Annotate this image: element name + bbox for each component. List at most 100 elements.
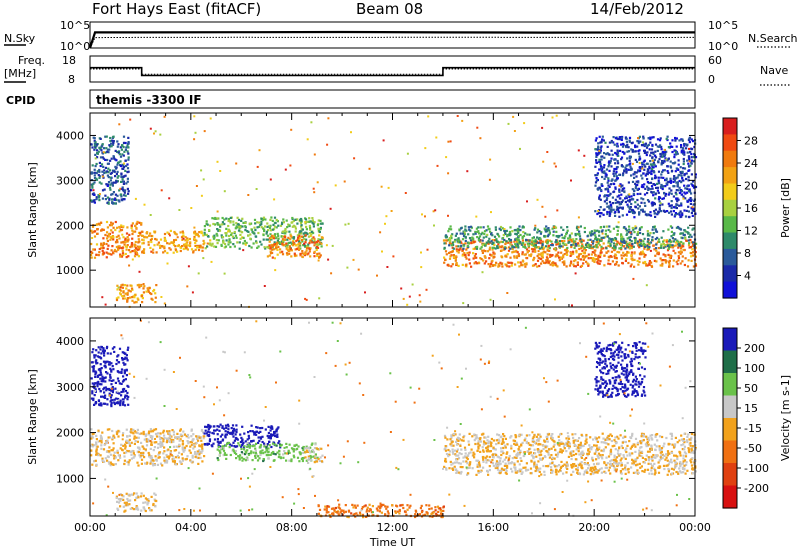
- power-gate-3: [304, 234, 307, 237]
- power-gate-3: [320, 242, 323, 245]
- power-gate-8: [680, 215, 683, 218]
- velocity-gate-3: [274, 443, 277, 446]
- power-gate-0: [105, 256, 108, 259]
- power-gate-4: [141, 301, 144, 304]
- velocity-gate-0: [119, 456, 122, 459]
- velocity-gate-0: [135, 436, 138, 439]
- velocity-gate-1: [107, 363, 111, 366]
- power-gate-6: [548, 231, 551, 234]
- velocity-gate-4: [307, 461, 310, 464]
- velocity-gate-0: [128, 442, 132, 446]
- velocity-gate-3: [247, 443, 250, 447]
- power-gate-8: [659, 186, 662, 189]
- power-gate-8: [630, 208, 634, 211]
- velocity-gate-3: [262, 458, 265, 461]
- velocity-gate-1: [110, 389, 113, 392]
- power-gate-6: [502, 234, 505, 237]
- power-gate-8: [596, 212, 599, 216]
- power-gate-7: [118, 189, 121, 192]
- power-gate-2: [319, 228, 322, 231]
- velocity-gate-2: [269, 426, 273, 429]
- power-gate-1: [172, 243, 176, 247]
- power-gate-8: [658, 158, 661, 161]
- power-gate-1: [201, 246, 204, 249]
- power-gate-5: [549, 255, 552, 258]
- power-gate-2: [297, 240, 301, 243]
- power-gate-7: [93, 174, 96, 177]
- velocity-gate-0: [129, 450, 132, 454]
- velocity-gate-2: [224, 430, 227, 433]
- power-gate-7: [116, 145, 119, 148]
- velocity-gate-1: [103, 350, 106, 353]
- velocity-gate-2: [257, 436, 260, 439]
- power-gate-5: [625, 257, 628, 261]
- power-noise-gate: [432, 210, 435, 213]
- power-gate-8: [605, 202, 608, 205]
- velocity-gate-2: [273, 432, 276, 435]
- velocity-gate-2: [228, 431, 231, 434]
- power-gate-2: [292, 237, 295, 240]
- power-gate-8: [689, 199, 693, 202]
- power-gate-6: [453, 240, 456, 243]
- velocity-gate-1: [113, 402, 117, 406]
- power-gate-8: [634, 158, 637, 161]
- velocity-gate-3: [275, 444, 278, 447]
- power-gate-5: [556, 265, 559, 268]
- power-gate-3: [272, 235, 275, 238]
- power-gate-7: [101, 144, 104, 147]
- velocity-gate-0: [133, 455, 136, 458]
- velocity-gate-0: [193, 452, 197, 455]
- velocity-gate-2: [259, 427, 262, 430]
- power-gate-8: [627, 205, 630, 208]
- velocity-gate-1: [99, 377, 102, 380]
- power-gate-8: [670, 200, 673, 203]
- power-gate-6: [445, 235, 448, 238]
- velocity-gate-1: [110, 399, 113, 402]
- power-gate-2: [310, 237, 314, 240]
- power-gate-0: [91, 251, 94, 254]
- power-gate-5: [568, 239, 571, 242]
- power-gate-7: [115, 180, 118, 183]
- power-gate-8: [650, 191, 653, 194]
- velocity-gate-0: [170, 438, 173, 441]
- power-gate-5: [455, 262, 458, 266]
- power-gate-0: [126, 244, 129, 247]
- power-gate-8: [686, 143, 689, 146]
- power-gate-5: [587, 253, 590, 256]
- power-gate-8: [651, 203, 654, 206]
- power-gate-8: [636, 183, 639, 187]
- velocity-gate-2: [216, 438, 219, 441]
- power-gate-7: [109, 179, 112, 182]
- power-gate-5: [474, 253, 477, 256]
- power-gate-8: [651, 156, 654, 159]
- power-gate-3: [301, 255, 304, 259]
- power-noise-gate: [327, 258, 330, 261]
- power-gate-2: [307, 235, 311, 238]
- power-gate-8: [601, 168, 604, 171]
- power-gate-6: [522, 234, 526, 238]
- power-gate-5: [493, 243, 496, 246]
- velocity-gate-0: [181, 442, 185, 445]
- power-gate-5: [485, 260, 488, 263]
- velocity-gate-2: [263, 442, 266, 445]
- velocity-gate-3: [273, 459, 276, 462]
- velocity-gate-2: [274, 434, 277, 438]
- power-gate-7: [112, 141, 115, 144]
- power-gate-5: [586, 262, 589, 265]
- power-gate-6: [633, 231, 636, 234]
- velocity-gate-2: [203, 432, 206, 435]
- velocity-gate-1: [122, 375, 125, 378]
- power-gate-6: [451, 233, 454, 236]
- power-gate-4: [150, 297, 153, 300]
- power-gate-6: [628, 225, 631, 228]
- velocity-gate-0: [159, 440, 162, 443]
- power-gate-0: [93, 256, 97, 259]
- velocity-gate-0: [148, 453, 151, 456]
- velocity-gate-0: [192, 444, 195, 447]
- power-gate-4: [123, 284, 126, 287]
- power-gate-6: [508, 233, 511, 236]
- power-gate-5: [517, 261, 520, 264]
- velocity-gate-1: [107, 387, 110, 391]
- power-gate-8: [620, 200, 623, 204]
- power-gate-0: [131, 237, 134, 240]
